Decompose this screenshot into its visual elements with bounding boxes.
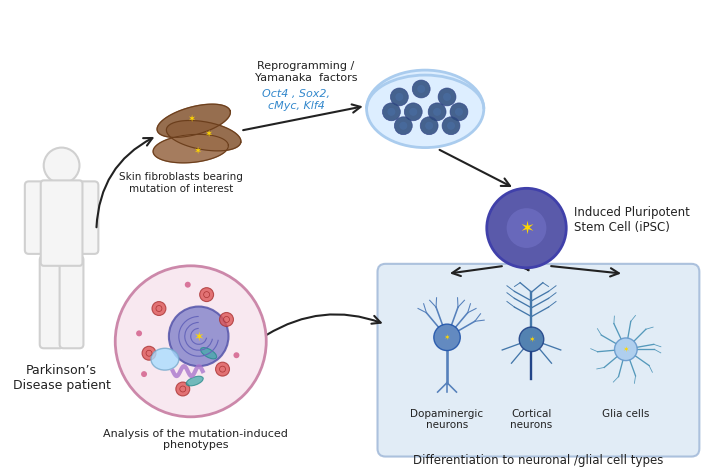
- Text: Analysis of the mutation-induced
phenotypes: Analysis of the mutation-induced phenoty…: [103, 429, 288, 450]
- Text: Reprogramming /
Yamanaka  factors: Reprogramming / Yamanaka factors: [255, 61, 357, 83]
- Circle shape: [169, 306, 228, 366]
- FancyBboxPatch shape: [24, 181, 49, 254]
- Circle shape: [390, 88, 408, 106]
- Circle shape: [519, 327, 544, 352]
- Circle shape: [387, 108, 395, 116]
- Circle shape: [382, 103, 400, 121]
- Text: Dopaminergic
neurons: Dopaminergic neurons: [410, 409, 484, 430]
- Polygon shape: [166, 121, 241, 151]
- Circle shape: [413, 80, 430, 98]
- Circle shape: [426, 122, 433, 130]
- Circle shape: [405, 103, 422, 121]
- Polygon shape: [157, 104, 230, 137]
- Circle shape: [395, 117, 413, 135]
- Circle shape: [220, 313, 233, 326]
- Ellipse shape: [186, 376, 203, 386]
- Circle shape: [507, 208, 546, 248]
- Text: Differentiation to neuronal /glial cell types: Differentiation to neuronal /glial cell …: [413, 454, 664, 466]
- Circle shape: [428, 103, 446, 121]
- Circle shape: [433, 108, 441, 116]
- Circle shape: [455, 108, 463, 116]
- Text: Oct4 , Sox2,
cMyc, Klf4: Oct4 , Sox2, cMyc, Klf4: [262, 89, 330, 111]
- FancyBboxPatch shape: [377, 264, 699, 456]
- Circle shape: [409, 108, 417, 116]
- Text: ✶: ✶: [204, 129, 212, 139]
- FancyBboxPatch shape: [41, 180, 83, 266]
- Circle shape: [152, 302, 166, 315]
- Text: Cortical
neurons: Cortical neurons: [510, 409, 553, 430]
- Circle shape: [115, 266, 266, 417]
- Text: Glia cells: Glia cells: [602, 409, 649, 419]
- Circle shape: [447, 122, 455, 130]
- Circle shape: [44, 148, 79, 183]
- Circle shape: [142, 346, 156, 360]
- Polygon shape: [153, 134, 228, 163]
- Circle shape: [450, 103, 468, 121]
- Circle shape: [136, 331, 142, 336]
- FancyBboxPatch shape: [60, 256, 84, 348]
- Text: Parkinson’s
Disease patient: Parkinson’s Disease patient: [13, 364, 111, 392]
- FancyBboxPatch shape: [74, 181, 99, 254]
- Circle shape: [176, 382, 190, 396]
- Circle shape: [185, 282, 191, 288]
- FancyBboxPatch shape: [40, 256, 63, 348]
- Circle shape: [233, 352, 240, 358]
- Circle shape: [395, 93, 403, 101]
- Circle shape: [420, 117, 438, 135]
- Ellipse shape: [201, 348, 217, 359]
- Text: Induced Pluripotent
Stem Cell (iPSC): Induced Pluripotent Stem Cell (iPSC): [574, 206, 690, 234]
- Ellipse shape: [151, 348, 179, 370]
- Text: ✶: ✶: [528, 336, 535, 345]
- Circle shape: [215, 362, 230, 376]
- Circle shape: [400, 122, 408, 130]
- Circle shape: [434, 324, 460, 351]
- Text: ✶: ✶: [623, 346, 629, 355]
- Text: Skin fibroblasts bearing
mutation of interest: Skin fibroblasts bearing mutation of int…: [119, 172, 243, 194]
- Circle shape: [199, 288, 214, 302]
- Text: ✶: ✶: [193, 145, 201, 156]
- Circle shape: [438, 88, 456, 106]
- Text: ✶: ✶: [519, 220, 534, 238]
- Text: ✶: ✶: [194, 331, 204, 344]
- Circle shape: [141, 371, 147, 377]
- Text: ✶: ✶: [444, 334, 450, 343]
- Text: ✶: ✶: [186, 114, 195, 124]
- Ellipse shape: [366, 70, 484, 148]
- Circle shape: [417, 85, 426, 93]
- Circle shape: [442, 117, 460, 135]
- Circle shape: [443, 93, 451, 101]
- Circle shape: [615, 338, 637, 361]
- Circle shape: [487, 188, 566, 268]
